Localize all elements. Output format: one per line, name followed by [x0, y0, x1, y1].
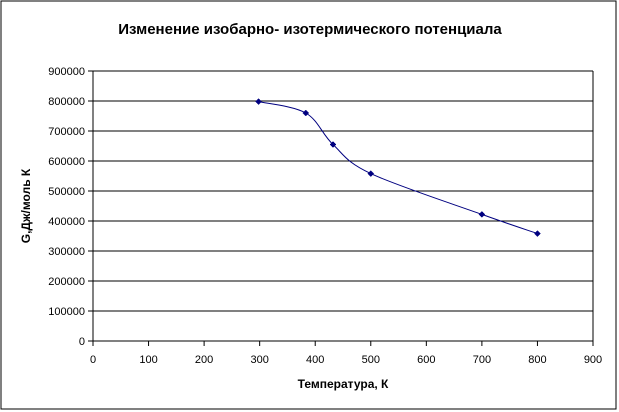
y-tick-label: 500000 [48, 186, 85, 198]
x-tick-label: 100 [139, 354, 157, 366]
data-point-marker [534, 230, 541, 237]
x-axis-title: Температура, К [298, 377, 389, 391]
y-tick-label: 0 [79, 336, 85, 348]
y-tick-label: 400000 [48, 216, 85, 228]
gridlines [93, 70, 593, 312]
data-point-marker [478, 211, 486, 218]
tick-labels: 0 100000 200000 300000 400000 500000 600000 700… [48, 66, 602, 366]
x-tick-label: 300 [250, 354, 268, 366]
chart-title: Изменение изобарно- изотермического поте… [118, 21, 502, 38]
y-tick-label: 700000 [48, 126, 85, 138]
x-tick-label: 400 [306, 354, 324, 366]
series-layer [255, 98, 541, 237]
data-point-marker [329, 141, 337, 148]
axes [88, 70, 594, 346]
x-tick-label: 200 [195, 354, 213, 366]
data-point-marker [367, 170, 375, 177]
x-tick-label: 0 [90, 354, 96, 366]
x-tick-label: 700 [473, 354, 491, 366]
y-tick-label: 800000 [48, 96, 85, 108]
y-tick-label: 200000 [48, 276, 85, 288]
data-point-marker [302, 109, 310, 117]
x-tick-label: 900 [584, 354, 602, 366]
x-tick-label: 500 [362, 354, 380, 366]
y-tick-label: 300000 [48, 246, 85, 258]
x-tick-label: 600 [417, 354, 435, 366]
x-tick-label: 800 [528, 354, 546, 366]
y-tick-label: 100000 [48, 306, 85, 318]
data-point-marker [255, 98, 262, 105]
y-tick-label: 600000 [48, 156, 85, 168]
y-axis-title: G,Дж/моль К [19, 168, 33, 243]
y-tick-label: 900000 [48, 66, 85, 78]
